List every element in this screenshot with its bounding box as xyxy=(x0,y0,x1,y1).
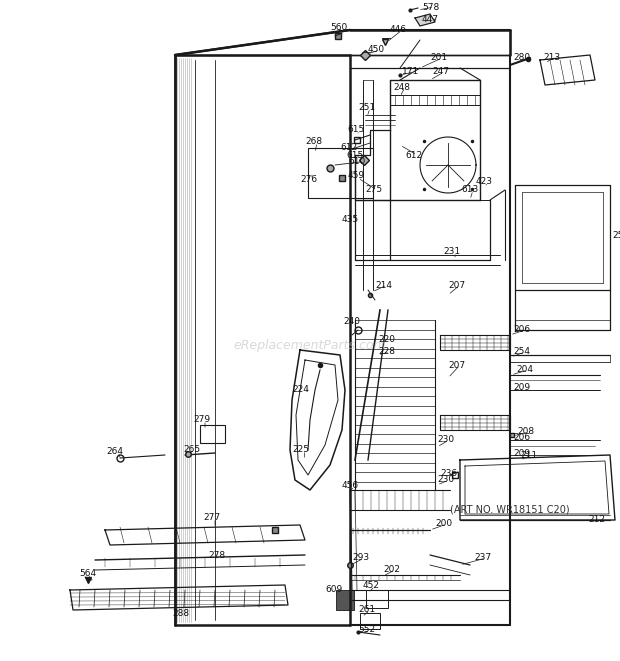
Text: 200: 200 xyxy=(435,520,452,529)
Text: 552: 552 xyxy=(358,625,375,635)
Bar xyxy=(336,590,354,610)
Text: 456: 456 xyxy=(342,481,359,490)
Text: 459: 459 xyxy=(348,171,365,180)
Polygon shape xyxy=(415,14,435,26)
Bar xyxy=(366,590,388,608)
Text: 209: 209 xyxy=(513,449,530,457)
Text: 279: 279 xyxy=(193,416,210,424)
Text: 450: 450 xyxy=(368,46,385,54)
Text: 258: 258 xyxy=(612,231,620,239)
Text: 609: 609 xyxy=(325,586,342,594)
Text: 204: 204 xyxy=(516,366,533,375)
Text: 228: 228 xyxy=(378,348,395,356)
Text: 208: 208 xyxy=(517,428,534,436)
Text: 254: 254 xyxy=(513,348,530,356)
Text: 225: 225 xyxy=(292,446,309,455)
Text: 613: 613 xyxy=(461,186,478,194)
Text: 251: 251 xyxy=(358,104,375,112)
Text: 293: 293 xyxy=(352,553,369,563)
Text: 615: 615 xyxy=(346,151,363,159)
Text: 423: 423 xyxy=(476,178,493,186)
Text: 277: 277 xyxy=(203,514,220,522)
Text: 435: 435 xyxy=(342,215,359,225)
Text: 452: 452 xyxy=(363,582,380,590)
Text: 236: 236 xyxy=(440,469,457,477)
Text: 209: 209 xyxy=(513,383,530,393)
Text: 248: 248 xyxy=(393,83,410,91)
Text: 230: 230 xyxy=(437,475,454,485)
Text: 231: 231 xyxy=(443,247,460,256)
Text: 268: 268 xyxy=(305,137,322,147)
Text: 261: 261 xyxy=(358,605,375,615)
Text: 230: 230 xyxy=(437,436,454,444)
Text: 564: 564 xyxy=(79,570,96,578)
Text: 288: 288 xyxy=(172,609,189,617)
Text: 612: 612 xyxy=(340,143,357,151)
Text: 264: 264 xyxy=(106,447,123,457)
Text: 206: 206 xyxy=(513,325,530,334)
Text: 237: 237 xyxy=(474,553,491,563)
Text: 213: 213 xyxy=(543,52,560,61)
Text: 171: 171 xyxy=(402,67,419,77)
Bar xyxy=(308,148,373,198)
Text: 446: 446 xyxy=(390,26,407,34)
Text: 276: 276 xyxy=(300,176,317,184)
Text: 560: 560 xyxy=(330,22,347,32)
Text: 212: 212 xyxy=(588,516,605,524)
Bar xyxy=(360,613,380,629)
Text: 265: 265 xyxy=(183,446,200,455)
Text: 214: 214 xyxy=(375,280,392,290)
Text: 275: 275 xyxy=(365,186,382,194)
Text: eReplacementParts.com: eReplacementParts.com xyxy=(234,338,386,352)
Text: 615: 615 xyxy=(347,126,365,134)
Text: 247: 247 xyxy=(432,67,449,77)
Text: 202: 202 xyxy=(383,566,400,574)
Text: 211: 211 xyxy=(520,451,537,459)
Text: 610: 610 xyxy=(348,157,365,167)
Text: 207: 207 xyxy=(448,280,465,290)
Text: 578: 578 xyxy=(422,3,439,11)
Text: 447: 447 xyxy=(422,15,439,24)
Text: 280: 280 xyxy=(513,54,530,63)
Bar xyxy=(200,425,225,443)
Text: (ART NO. WR18151 C20): (ART NO. WR18151 C20) xyxy=(450,505,570,515)
Text: 224: 224 xyxy=(292,385,309,395)
Text: 612: 612 xyxy=(405,151,422,159)
Text: 201: 201 xyxy=(430,54,447,63)
Text: 240: 240 xyxy=(343,317,360,327)
Text: 207: 207 xyxy=(448,360,465,369)
Text: 206: 206 xyxy=(513,434,530,442)
Text: 278: 278 xyxy=(208,551,225,559)
Text: 220: 220 xyxy=(378,336,395,344)
